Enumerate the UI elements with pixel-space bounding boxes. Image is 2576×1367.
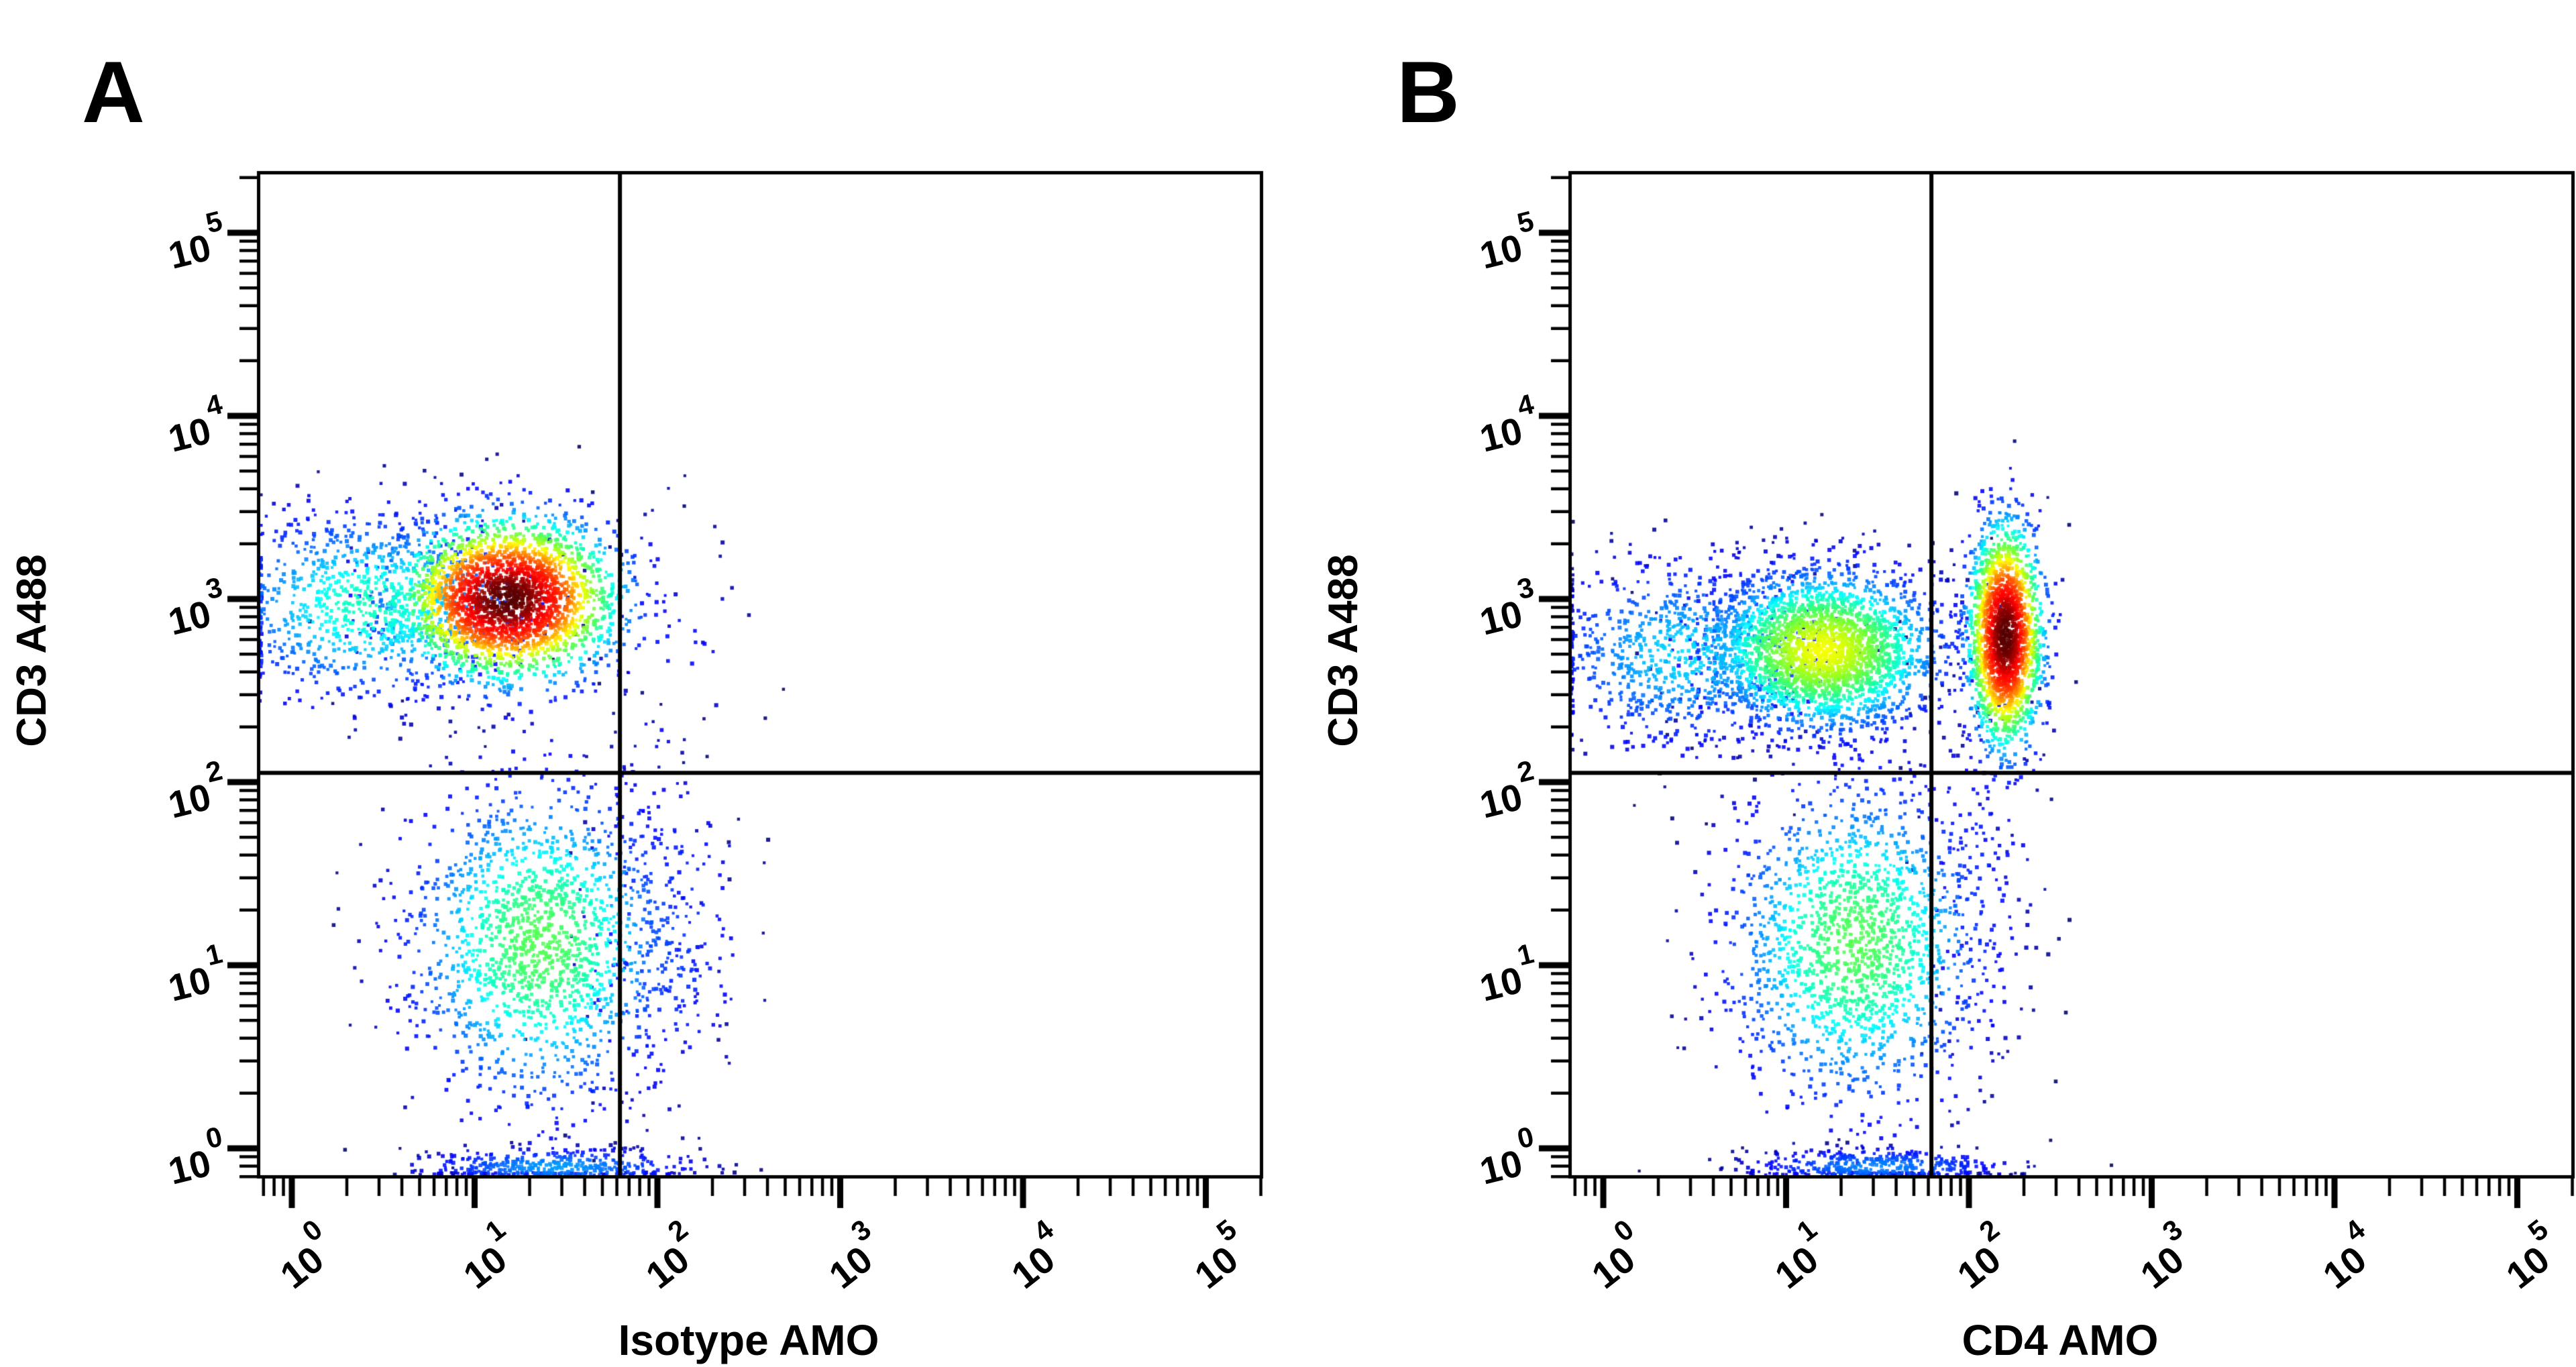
panel-b-y-axis-title: CD3 A488 [1320,554,1366,747]
panel-a-letter: A [82,43,145,141]
panel-a-y-axis-title: CD3 A488 [9,554,55,747]
panel-b-letter: B [1397,43,1460,141]
panel-b-x-axis-title: CD4 AMO [1962,1316,2159,1364]
panel-a-x-axis-title: Isotype AMO [618,1316,879,1364]
panel-a-scatter-canvas [0,0,1288,1365]
panel-b-scatter-canvas [1288,0,2576,1365]
